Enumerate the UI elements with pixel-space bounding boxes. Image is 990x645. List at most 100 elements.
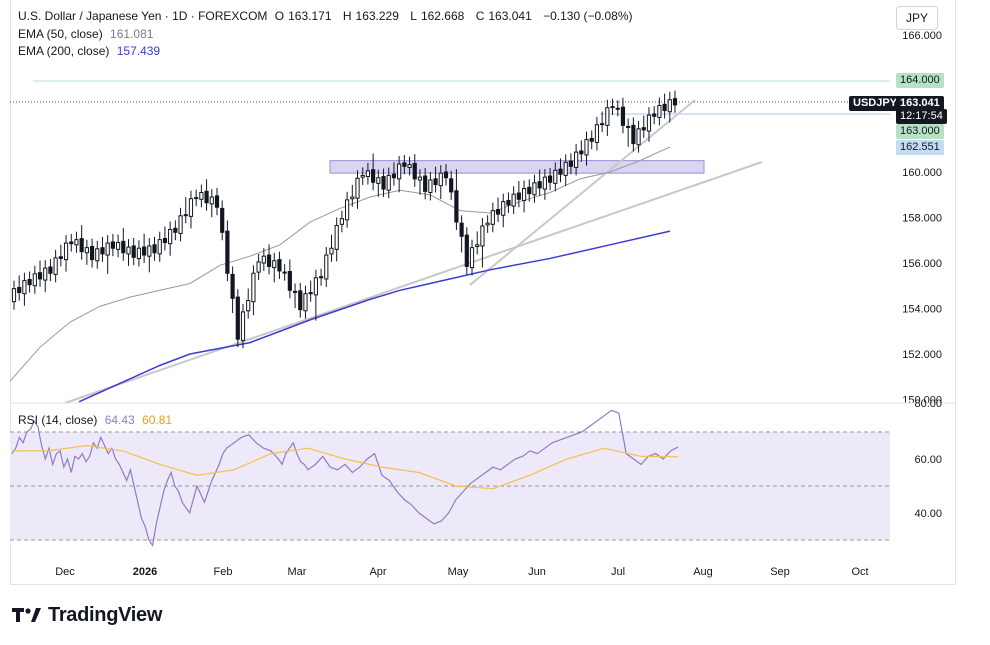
- level-tag-high: 164.000: [896, 73, 944, 88]
- rsi-axis-tick: 60.00: [914, 454, 942, 466]
- trendline-short: [469, 99, 696, 286]
- candle-body: [568, 160, 574, 167]
- candle-body: [272, 260, 277, 269]
- rsi-ma-value: 60.81: [142, 413, 173, 427]
- candle-body: [105, 242, 110, 256]
- candle-body: [277, 259, 282, 272]
- candle-body: [495, 209, 501, 215]
- price-axis-tick: 160.000: [902, 167, 942, 179]
- price-axis-tick: 158.000: [902, 213, 942, 225]
- candle-body: [194, 197, 199, 200]
- candle-body: [79, 238, 84, 253]
- candle-body: [417, 176, 423, 181]
- candle-body: [199, 191, 204, 200]
- candle-body: [360, 174, 365, 178]
- candle-body: [251, 272, 256, 303]
- candle-body: [542, 176, 547, 190]
- candle-body: [527, 186, 532, 195]
- candle-body: [168, 228, 173, 245]
- candle-body: [480, 225, 485, 247]
- candle-body: [464, 234, 469, 267]
- candle-body: [423, 175, 428, 192]
- time-axis-label: Feb: [214, 566, 233, 578]
- candle-body: [292, 290, 298, 293]
- candle-body: [397, 163, 402, 180]
- candle-body: [178, 215, 183, 234]
- candle-body: [574, 151, 579, 168]
- candle-body: [391, 173, 397, 179]
- rsi-axis-tick: 40.00: [914, 508, 942, 520]
- ema50-label: EMA (50, close): [18, 27, 103, 41]
- candle-body: [48, 266, 53, 274]
- candle-body: [53, 257, 58, 275]
- time-axis-label: Oct: [851, 566, 868, 578]
- candle-body: [506, 199, 511, 206]
- rsi-axis-tick: 80.00: [914, 398, 942, 410]
- price-axis-tick: 154.000: [902, 304, 942, 316]
- candle-body: [365, 170, 371, 178]
- ema50-value: 161.081: [110, 27, 154, 41]
- candle-body: [636, 128, 641, 146]
- symbol-tag: USDJPY: [849, 96, 902, 111]
- time-axis-label: Jul: [611, 566, 625, 578]
- ema200-legend[interactable]: EMA (200, close) 157.439: [18, 43, 164, 59]
- candle-body: [657, 104, 662, 118]
- candle-body: [22, 280, 27, 295]
- candle-body: [100, 247, 105, 255]
- candle-body: [235, 296, 240, 340]
- candle-body: [516, 192, 521, 200]
- ohlc-high: H 163.229: [342, 9, 399, 23]
- candle-body: [298, 290, 303, 311]
- candle-body: [152, 244, 157, 254]
- candle-body: [95, 248, 100, 262]
- candle-body: [136, 247, 142, 259]
- candle-body: [469, 247, 475, 269]
- tradingview-logo[interactable]: TradingView: [12, 603, 162, 627]
- candle-body: [537, 181, 542, 189]
- candle-body: [261, 255, 266, 264]
- candle-body: [553, 169, 558, 184]
- ema50-line: [9, 146, 671, 382]
- ema200-line: [78, 230, 671, 403]
- symbol-legend: U.S. Dollar / Japanese Yen · 1D · FOREXC…: [18, 8, 637, 24]
- candle-body: [69, 241, 74, 245]
- candle-body: [594, 124, 600, 143]
- countdown-tag: 12:17:54: [896, 109, 947, 124]
- candle-body: [334, 224, 339, 250]
- candle-body: [454, 190, 459, 223]
- candle-body: [313, 277, 318, 296]
- candle-body: [428, 179, 433, 193]
- candle-body: [449, 178, 454, 193]
- candle-body: [147, 245, 152, 257]
- rsi-line: [11, 409, 679, 547]
- candle-body: [511, 193, 516, 207]
- candle-body: [589, 137, 594, 142]
- rsi-legend[interactable]: RSI (14, close) 64.43 60.81: [18, 412, 176, 428]
- price-change: −0.130 (−0.08%): [543, 9, 633, 23]
- candle-body: [318, 276, 324, 279]
- time-axis-label: Apr: [369, 566, 386, 578]
- candle-body: [490, 210, 495, 225]
- rsi-value: 64.43: [104, 413, 135, 427]
- candle-body: [459, 222, 464, 237]
- time-axis-label: Sep: [770, 566, 790, 578]
- candle-body: [563, 161, 568, 176]
- candle-body: [204, 190, 209, 204]
- time-axis-label: Dec: [55, 566, 75, 578]
- currency-button[interactable]: JPY: [896, 6, 938, 30]
- candle-body: [626, 126, 631, 128]
- candle-body: [11, 288, 17, 303]
- candle-body: [287, 271, 292, 291]
- candle-body: [355, 177, 360, 199]
- candle-body: [407, 164, 412, 168]
- candle-body: [672, 98, 678, 106]
- ema200-label: EMA (200, close): [18, 44, 110, 58]
- candle-body: [386, 174, 391, 191]
- candle-body: [532, 182, 537, 196]
- ema50-legend[interactable]: EMA (50, close) 161.081: [18, 26, 157, 42]
- candle-body: [209, 196, 214, 205]
- candle-body: [43, 267, 48, 281]
- candle-body: [605, 107, 610, 126]
- candle-body: [246, 300, 251, 312]
